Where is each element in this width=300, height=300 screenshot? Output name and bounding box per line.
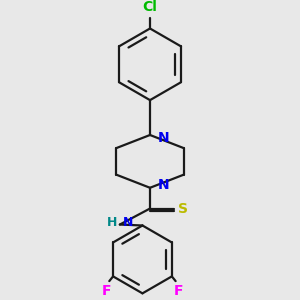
Text: F: F	[174, 284, 183, 298]
Text: N: N	[158, 178, 169, 192]
Text: S: S	[178, 202, 188, 215]
Text: N: N	[158, 131, 169, 145]
Text: N: N	[123, 216, 133, 229]
Text: Cl: Cl	[142, 0, 158, 14]
Text: F: F	[102, 284, 111, 298]
Text: H: H	[106, 216, 117, 229]
